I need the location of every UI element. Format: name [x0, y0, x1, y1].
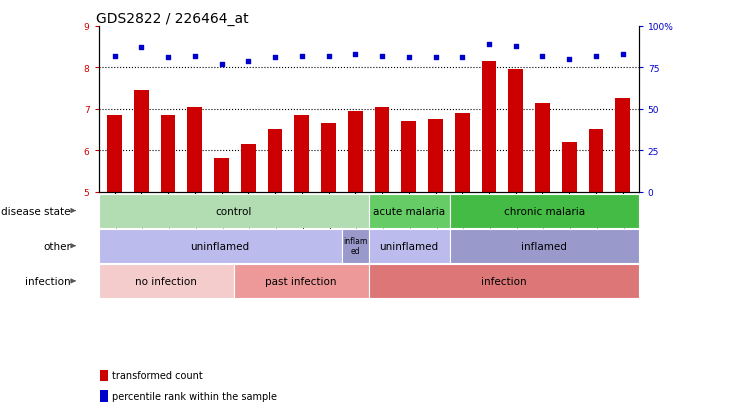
Point [617, 52, 629, 58]
Bar [100, 370, 108, 381]
Point [136, 45, 147, 52]
Bar [369, 229, 450, 263]
Point [296, 53, 307, 60]
Bar [450, 194, 639, 228]
Bar [450, 229, 639, 263]
Text: past infection: past infection [266, 276, 337, 286]
Bar [99, 194, 369, 228]
Bar [535, 103, 550, 192]
Text: other: other [43, 241, 71, 251]
Text: disease state: disease state [1, 206, 71, 216]
Point [162, 55, 174, 62]
Point [537, 53, 548, 60]
Point [242, 58, 254, 65]
Point [483, 42, 495, 48]
Bar [321, 124, 336, 192]
Text: chronic malaria: chronic malaria [504, 206, 585, 216]
Bar [294, 116, 309, 192]
Text: acute malaria: acute malaria [373, 206, 445, 216]
Bar [234, 264, 369, 298]
Text: uninflamed: uninflamed [191, 241, 250, 251]
Text: inflamed: inflamed [521, 241, 567, 251]
Bar [402, 122, 416, 192]
Bar [508, 70, 523, 192]
Bar [161, 116, 175, 192]
Bar [188, 107, 202, 192]
Bar [374, 107, 389, 192]
Point [376, 53, 388, 60]
Bar [99, 264, 234, 298]
Bar [107, 116, 122, 192]
Bar [99, 229, 342, 263]
Text: no infection: no infection [135, 276, 197, 286]
Point [564, 57, 575, 63]
Point [189, 53, 201, 60]
Bar [482, 62, 496, 192]
Bar [342, 229, 369, 263]
Point [109, 53, 120, 60]
Bar [615, 99, 630, 192]
Bar [429, 120, 443, 192]
Bar [241, 145, 255, 192]
Bar [455, 114, 469, 192]
Text: inflam
ed: inflam ed [343, 237, 367, 256]
Point [269, 55, 281, 62]
Bar [348, 112, 363, 192]
Point [403, 55, 415, 62]
Point [590, 53, 602, 60]
Point [430, 55, 442, 62]
Point [456, 55, 468, 62]
Bar [562, 142, 577, 192]
Text: control: control [215, 206, 252, 216]
Point [216, 62, 228, 68]
Text: percentile rank within the sample: percentile rank within the sample [112, 391, 277, 401]
Bar [588, 130, 603, 192]
Bar [369, 264, 639, 298]
Point [323, 53, 334, 60]
Text: transformed count: transformed count [112, 370, 202, 380]
Text: infection: infection [26, 276, 71, 286]
Bar [214, 159, 229, 192]
Bar [268, 130, 283, 192]
Bar [369, 194, 450, 228]
Text: infection: infection [481, 276, 526, 286]
Bar [100, 390, 108, 402]
Point [350, 52, 361, 58]
Point [510, 43, 521, 50]
Text: GDS2822 / 226464_at: GDS2822 / 226464_at [96, 12, 248, 26]
Text: uninflamed: uninflamed [380, 241, 439, 251]
Bar [134, 91, 149, 192]
